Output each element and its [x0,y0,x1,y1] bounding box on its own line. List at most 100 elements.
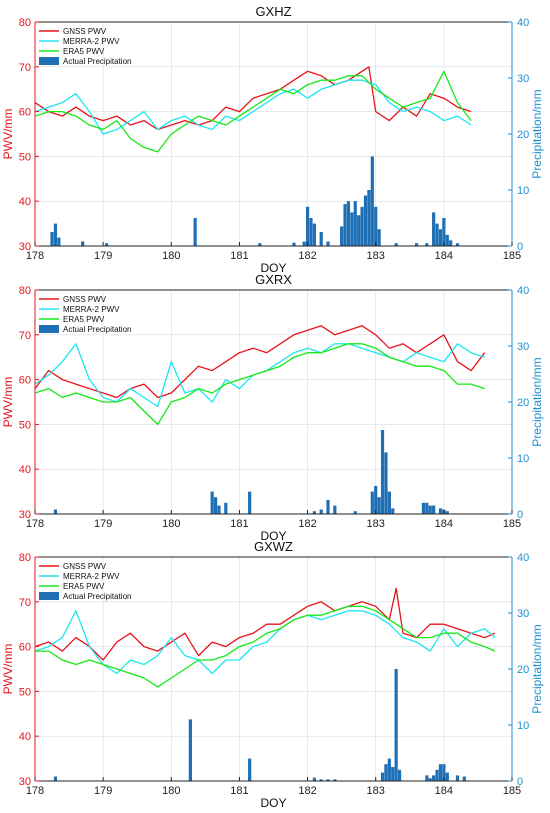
precip-bar [53,223,58,246]
gnss-pwv-line [34,66,472,131]
x-tick-label: 183 [367,250,385,262]
precip-bar [104,243,109,246]
y-left-tick-label: 30 [19,241,31,253]
precip-bar [438,508,443,514]
precip-bar [425,502,429,514]
precip-bar [380,430,385,514]
precip-bar [326,779,330,781]
precip-bar [432,775,436,781]
y-left-axis-label: PWV/mm [1,644,15,695]
precip-bar [387,491,391,514]
y-right-axis-label: Precipitation/mm [530,357,544,446]
precip-bar [343,204,347,246]
era5-pwv-line [34,343,485,426]
y-right-axis-label: Precipitation/mm [530,89,544,178]
legend-merra2-pwv-label: MERRA-2 PWV [63,37,120,46]
precip-bar [432,212,436,246]
precip-bar [357,215,361,246]
legend-era5-pwv-label: ERA5 PWV [63,315,105,324]
y-right-tick-label: 30 [517,73,529,85]
x-tick-label: 179 [94,785,112,797]
precip-bar [350,212,354,246]
precip-bar [326,500,330,514]
precip-bar [188,719,192,781]
y-right-tick-label: 0 [517,509,523,521]
x-tick-label: 185 [503,518,521,530]
precip-bar [391,767,395,781]
precip-bar [346,201,351,246]
x-tick-label: 178 [26,785,44,797]
precip-bar [57,237,61,246]
precip-bar [445,772,449,781]
legend-actual-precipitation-swatch [39,325,59,333]
y-right-tick-label: 10 [517,453,529,465]
precip-bar [421,502,426,514]
precip-bar [363,195,368,246]
precip-bar [432,505,436,514]
era5-pwv-line [35,605,496,688]
y-left-tick-label: 70 [19,330,31,342]
precip-bar [435,223,439,246]
merra2-pwv-line [34,343,485,408]
chart-panel-gxrx: 178 179 180 181 182 183 184 185 30 40 50 60 70 80 0 10 2… [1,272,544,543]
legend-actual-precipitation-swatch [39,592,59,600]
y-right-tick-label: 0 [517,776,523,788]
y-left-tick-label: 60 [19,642,31,654]
precip-bar [438,764,443,781]
legend-gnss-pwv-label: GNSS PWV [63,562,107,571]
precip-bar [377,229,381,246]
y-right-tick-label: 10 [517,185,529,197]
legend-gnss-pwv-label: GNSS PWV [63,295,107,304]
x-tick-label: 181 [230,250,248,262]
y-left-tick-label: 70 [19,597,31,609]
precip-bar [319,779,323,781]
y-left-tick-label: 80 [19,552,31,564]
precip-bar [248,758,252,781]
precip-bar [319,509,323,514]
precip-bar [326,241,330,246]
y-right-tick-label: 40 [517,17,529,29]
precip-bar [391,508,395,514]
precip-bar [428,505,432,514]
precip-bar [455,243,460,246]
precip-bar [425,243,429,246]
precip-bar [309,218,313,246]
chart-panel-gxhz: 178 179 180 181 182 183 184 185 30 40 50 60 70 80 0 10 2… [1,4,544,275]
precip-bar [340,226,344,246]
y-left-tick-label: 80 [19,285,31,297]
x-tick-label: 182 [298,785,316,797]
x-tick-label: 181 [230,518,248,530]
precip-bar [445,234,449,246]
precip-bar [394,243,398,246]
x-tick-label: 180 [162,250,180,262]
precip-bar [224,502,228,514]
precip-bar [258,243,262,246]
gnss-pwv-line [34,587,496,661]
y-right-tick-label: 20 [517,129,529,141]
gnss-pwv-line [34,325,486,399]
x-tick-label: 183 [367,518,385,530]
legend-actual-precipitation-label: Actual Precipitation [63,592,131,601]
y-right-tick-label: 20 [517,664,529,676]
precip-bar [81,241,85,246]
y-left-axis-label: PWV/mm [1,109,15,160]
y-left-tick-label: 80 [19,17,31,29]
merra2-pwv-line [34,79,472,135]
legend-actual-precipitation-label: Actual Precipitation [63,57,131,66]
precip-bar [445,511,449,514]
precip-bar [213,497,218,514]
precip-bar [248,491,252,514]
y-right-tick-label: 40 [517,552,529,564]
precip-bar [394,669,398,781]
precip-bar [455,775,460,781]
precip-bar [312,223,316,246]
era5-pwv-line [34,70,472,153]
x-tick-label: 184 [435,250,453,262]
y-left-tick-label: 30 [19,509,31,521]
legend-merra2-pwv-label: MERRA-2 PWV [63,572,120,581]
precip-bar [367,190,371,246]
legend-actual-precipitation-label: Actual Precipitation [63,325,131,334]
precip-bar [305,206,310,246]
x-tick-label: 185 [503,250,521,262]
